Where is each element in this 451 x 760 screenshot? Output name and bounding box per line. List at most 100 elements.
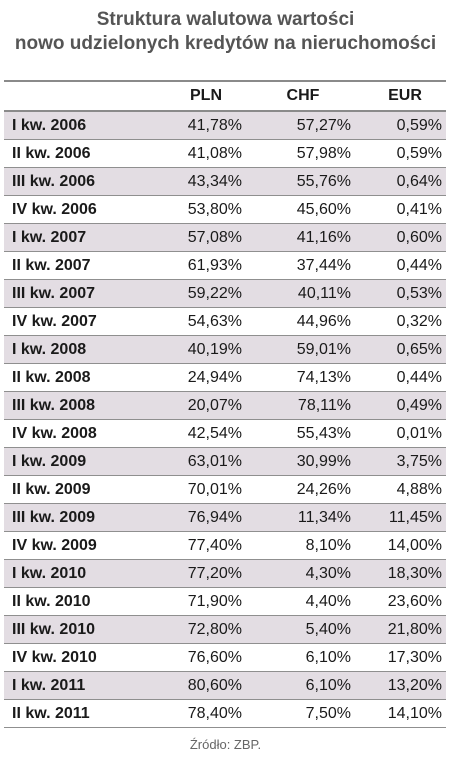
cell-pln: 72,80% [187,620,242,638]
cell-eur: 0,41% [396,200,442,218]
cell-quarter: IV kw. 2006 [12,200,97,218]
cell-eur: 13,20% [387,676,442,694]
cell-chf: 6,10% [305,648,351,666]
cell-chf: 57,27% [296,116,351,134]
title-line-1: Struktura walutowa wartości [96,9,355,30]
cell-chf: 37,44% [296,256,351,274]
cell-chf: 8,10% [305,536,351,554]
cell-eur: 0,59% [396,116,442,134]
cell-pln: 41,08% [187,144,242,162]
cell-pln: 53,80% [187,200,242,218]
cell-quarter: II kw. 2007 [12,256,91,274]
cell-chf: 6,10% [305,676,351,694]
cell-eur: 18,30% [387,564,442,582]
column-header-chf: CHF [286,87,320,104]
cell-eur: 0,65% [396,340,442,358]
cell-chf: 7,50% [305,704,351,722]
cell-chf: 44,96% [296,312,351,330]
cell-pln: 78,40% [187,704,242,722]
cell-eur: 0,44% [396,368,442,386]
cell-eur: 23,60% [387,592,442,610]
cell-eur: 4,88% [396,480,442,498]
cell-chf: 55,76% [296,172,351,190]
cell-eur: 0,53% [396,284,442,302]
table-row: III kw. 2009 76,94% 11,34% 11,45% [4,504,446,532]
cell-quarter: IV kw. 2009 [12,536,97,554]
cell-quarter: III kw. 2010 [12,620,96,638]
cell-eur: 0,59% [396,144,442,162]
cell-chf: 78,11% [297,396,351,414]
cell-chf: 45,60% [296,200,351,218]
cell-quarter: I kw. 2008 [12,340,87,358]
cell-pln: 76,60% [187,648,242,666]
table-row: IV kw. 2006 53,80% 45,60% 0,41% [4,196,446,224]
cell-pln: 20,07% [187,396,242,414]
cell-eur: 0,64% [396,172,442,190]
cell-eur: 0,01% [396,424,442,442]
table-row: II kw. 2008 24,94% 74,13% 0,44% [4,364,446,392]
cell-chf: 74,13% [296,368,351,386]
top-rule [4,80,446,82]
source-note: Źródło: ZBP. [189,737,262,752]
cell-pln: 54,63% [187,312,242,330]
cell-eur: 11,45% [388,508,442,526]
cell-chf: 11,34% [297,508,351,526]
cell-eur: 0,32% [396,312,442,330]
table-row: II kw. 2006 41,08% 57,98% 0,59% [4,140,446,168]
table-title: Struktura walutowa wartości nowo udzielo… [0,8,451,56]
table-body: I kw. 2006 41,78% 57,27% 0,59% II kw. 2006 41… [4,112,446,728]
cell-quarter: III kw. 2007 [12,284,96,302]
table-row: III kw. 2006 43,34% 55,76% 0,64% [4,168,446,196]
cell-quarter: IV kw. 2007 [12,312,97,330]
cell-quarter: II kw. 2009 [12,480,91,498]
cell-quarter: I kw. 2009 [12,452,87,470]
cell-pln: 71,90% [187,592,242,610]
cell-quarter: I kw. 2011 [12,676,86,694]
cell-pln: 70,01% [187,480,242,498]
cell-quarter: II kw. 2010 [12,592,91,610]
cell-pln: 61,93% [187,256,242,274]
cell-pln: 43,34% [187,172,242,190]
table-row: I kw. 2009 63,01% 30,99% 3,75% [4,448,446,476]
cell-quarter: III kw. 2006 [12,172,96,190]
table-row: IV kw. 2008 42,54% 55,43% 0,01% [4,420,446,448]
cell-chf: 41,16% [296,228,351,246]
table-row: I kw. 2011 80,60% 6,10% 13,20% [4,672,446,700]
table-row: II kw. 2007 61,93% 37,44% 0,44% [4,252,446,280]
cell-chf: 4,30% [305,564,351,582]
cell-eur: 14,00% [387,536,442,554]
cell-chf: 57,98% [296,144,351,162]
cell-pln: 41,78% [187,116,242,134]
currency-structure-table: PLN CHF EUR I kw. 2006 41,78% 57,27% 0,59% I… [4,80,446,728]
table-row: IV kw. 2009 77,40% 8,10% 14,00% [4,532,446,560]
table-row: III kw. 2008 20,07% 78,11% 0,49% [4,392,446,420]
cell-eur: 17,30% [387,648,442,666]
cell-quarter: IV kw. 2010 [12,648,97,666]
cell-chf: 55,43% [296,424,351,442]
cell-quarter: III kw. 2009 [12,508,96,526]
cell-pln: 40,19% [187,340,242,358]
cell-eur: 14,10% [387,704,442,722]
table-row: II kw. 2011 78,40% 7,50% 14,10% [4,700,446,728]
cell-pln: 57,08% [187,228,242,246]
cell-eur: 0,44% [396,256,442,274]
cell-eur: 0,49% [396,396,442,414]
table-row: IV kw. 2010 76,60% 6,10% 17,30% [4,644,446,672]
table-row: I kw. 2006 41,78% 57,27% 0,59% [4,112,446,140]
table-row: III kw. 2010 72,80% 5,40% 21,80% [4,616,446,644]
cell-chf: 24,26% [296,480,351,498]
cell-eur: 0,60% [396,228,442,246]
cell-chf: 4,40% [305,592,351,610]
cell-chf: 30,99% [296,452,351,470]
cell-quarter: II kw. 2008 [12,368,91,386]
column-header-pln: PLN [190,87,222,104]
cell-pln: 77,40% [187,536,242,554]
cell-quarter: II kw. 2011 [12,704,90,722]
cell-pln: 63,01% [187,452,242,470]
table-row: I kw. 2008 40,19% 59,01% 0,65% [4,336,446,364]
cell-eur: 3,75% [396,452,442,470]
cell-pln: 80,60% [187,676,242,694]
cell-pln: 42,54% [187,424,242,442]
header-row: PLN CHF EUR [4,82,446,112]
table-row: IV kw. 2007 54,63% 44,96% 0,32% [4,308,446,336]
